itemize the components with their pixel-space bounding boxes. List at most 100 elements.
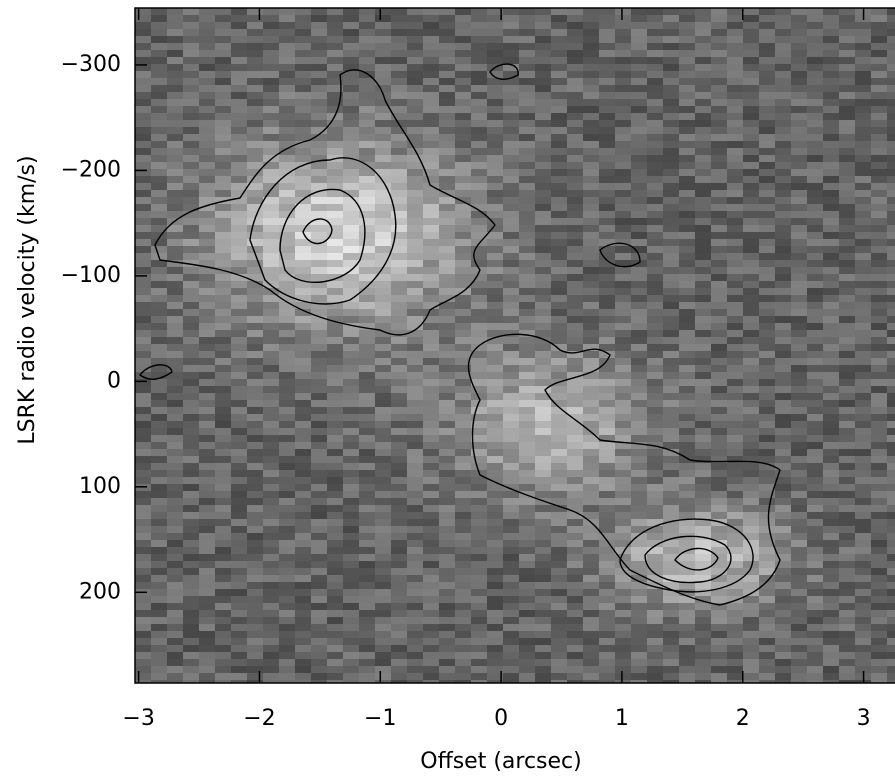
pixel: [839, 470, 855, 477]
pixel: [247, 246, 263, 253]
pixel: [519, 57, 535, 64]
pixel: [151, 15, 167, 22]
pixel: [519, 624, 535, 631]
pixel: [775, 540, 791, 547]
pixel: [679, 246, 695, 253]
pixel: [311, 456, 327, 463]
pixel: [887, 477, 895, 484]
pixel: [535, 575, 551, 582]
pixel: [759, 29, 775, 36]
pixel: [615, 498, 631, 505]
pixel: [295, 666, 311, 673]
pixel: [151, 568, 167, 575]
pixel: [839, 645, 855, 652]
pixel: [327, 659, 343, 666]
pixel: [535, 15, 551, 22]
pixel: [151, 106, 167, 113]
pixel: [487, 554, 503, 561]
pixel: [711, 162, 727, 169]
pixel: [151, 141, 167, 148]
pixel: [807, 281, 823, 288]
pixel: [535, 610, 551, 617]
pixel: [519, 169, 535, 176]
pixel: [871, 344, 887, 351]
pixel: [679, 435, 695, 442]
pixel: [775, 8, 791, 15]
pixel: [263, 407, 279, 414]
pixel: [247, 414, 263, 421]
pixel: [711, 155, 727, 162]
pixel: [183, 400, 199, 407]
pixel: [391, 148, 407, 155]
pixel: [375, 127, 391, 134]
pixel: [855, 204, 871, 211]
pixel: [535, 673, 551, 680]
pixel: [135, 344, 151, 351]
pixel: [727, 652, 743, 659]
pixel: [151, 512, 167, 519]
pixel: [135, 15, 151, 22]
pixel: [743, 309, 759, 316]
pixel: [839, 484, 855, 491]
pixel: [455, 470, 471, 477]
pixel: [775, 92, 791, 99]
pixel: [455, 428, 471, 435]
pixel: [327, 617, 343, 624]
pixel: [215, 491, 231, 498]
pixel: [391, 421, 407, 428]
pixel: [807, 57, 823, 64]
pixel: [439, 477, 455, 484]
contour: [279, 188, 366, 284]
pixel: [871, 449, 887, 456]
pixel: [679, 358, 695, 365]
pixel: [263, 624, 279, 631]
pixel: [263, 246, 279, 253]
pixel: [855, 589, 871, 596]
pixel: [807, 197, 823, 204]
pixel: [279, 547, 295, 554]
pixel: [871, 582, 887, 589]
pixel: [199, 617, 215, 624]
pixel: [247, 155, 263, 162]
pixel: [695, 218, 711, 225]
pixel: [583, 8, 599, 15]
pixel: [551, 680, 567, 683]
pixel: [359, 274, 375, 281]
pixel: [791, 631, 807, 638]
pixel: [327, 379, 343, 386]
pixel: [871, 512, 887, 519]
pixel: [247, 337, 263, 344]
pixel: [551, 603, 567, 610]
pixel: [439, 295, 455, 302]
pixel: [311, 57, 327, 64]
pixel: [487, 274, 503, 281]
pixel: [743, 519, 759, 526]
pixel: [615, 15, 631, 22]
pixel: [135, 295, 151, 302]
pixel: [551, 463, 567, 470]
pixel: [471, 239, 487, 246]
pixel: [615, 309, 631, 316]
pixel: [647, 421, 663, 428]
pixel: [727, 78, 743, 85]
pixel: [423, 442, 439, 449]
pixel: [407, 351, 423, 358]
pixel: [263, 603, 279, 610]
pixel: [295, 113, 311, 120]
pixel: [567, 554, 583, 561]
pixel: [487, 358, 503, 365]
pixel: [263, 652, 279, 659]
pixel: [135, 190, 151, 197]
pixel: [359, 610, 375, 617]
pixel: [199, 561, 215, 568]
pixel: [855, 337, 871, 344]
pixel: [487, 463, 503, 470]
pixel: [519, 316, 535, 323]
pixel: [279, 169, 295, 176]
pixel: [567, 456, 583, 463]
pixel: [359, 624, 375, 631]
pixel: [679, 302, 695, 309]
pixel: [263, 498, 279, 505]
pixel: [583, 162, 599, 169]
pixel: [759, 141, 775, 148]
